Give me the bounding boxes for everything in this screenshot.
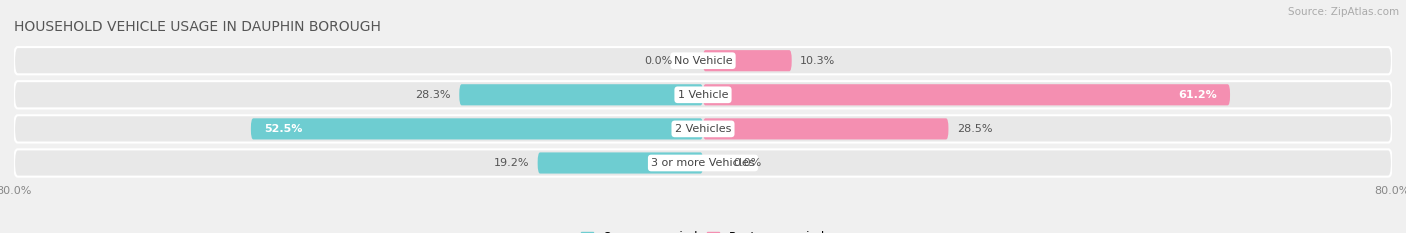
Text: 0.0%: 0.0% — [644, 56, 673, 66]
FancyBboxPatch shape — [14, 81, 1392, 108]
Text: 28.3%: 28.3% — [415, 90, 451, 100]
FancyBboxPatch shape — [250, 118, 703, 140]
Text: 28.5%: 28.5% — [957, 124, 993, 134]
FancyBboxPatch shape — [703, 84, 1230, 105]
Legend: Owner-occupied, Renter-occupied: Owner-occupied, Renter-occupied — [576, 226, 830, 233]
Text: 2 Vehicles: 2 Vehicles — [675, 124, 731, 134]
Text: 52.5%: 52.5% — [264, 124, 302, 134]
Text: 19.2%: 19.2% — [494, 158, 529, 168]
Text: 1 Vehicle: 1 Vehicle — [678, 90, 728, 100]
Text: Source: ZipAtlas.com: Source: ZipAtlas.com — [1288, 7, 1399, 17]
FancyBboxPatch shape — [460, 84, 703, 105]
Text: 10.3%: 10.3% — [800, 56, 835, 66]
FancyBboxPatch shape — [14, 149, 1392, 177]
FancyBboxPatch shape — [14, 47, 1392, 74]
Text: HOUSEHOLD VEHICLE USAGE IN DAUPHIN BOROUGH: HOUSEHOLD VEHICLE USAGE IN DAUPHIN BOROU… — [14, 20, 381, 34]
Text: 3 or more Vehicles: 3 or more Vehicles — [651, 158, 755, 168]
Text: 61.2%: 61.2% — [1178, 90, 1218, 100]
FancyBboxPatch shape — [14, 115, 1392, 143]
Text: 0.0%: 0.0% — [733, 158, 762, 168]
FancyBboxPatch shape — [703, 118, 949, 140]
Text: No Vehicle: No Vehicle — [673, 56, 733, 66]
FancyBboxPatch shape — [703, 50, 792, 71]
FancyBboxPatch shape — [537, 152, 703, 174]
